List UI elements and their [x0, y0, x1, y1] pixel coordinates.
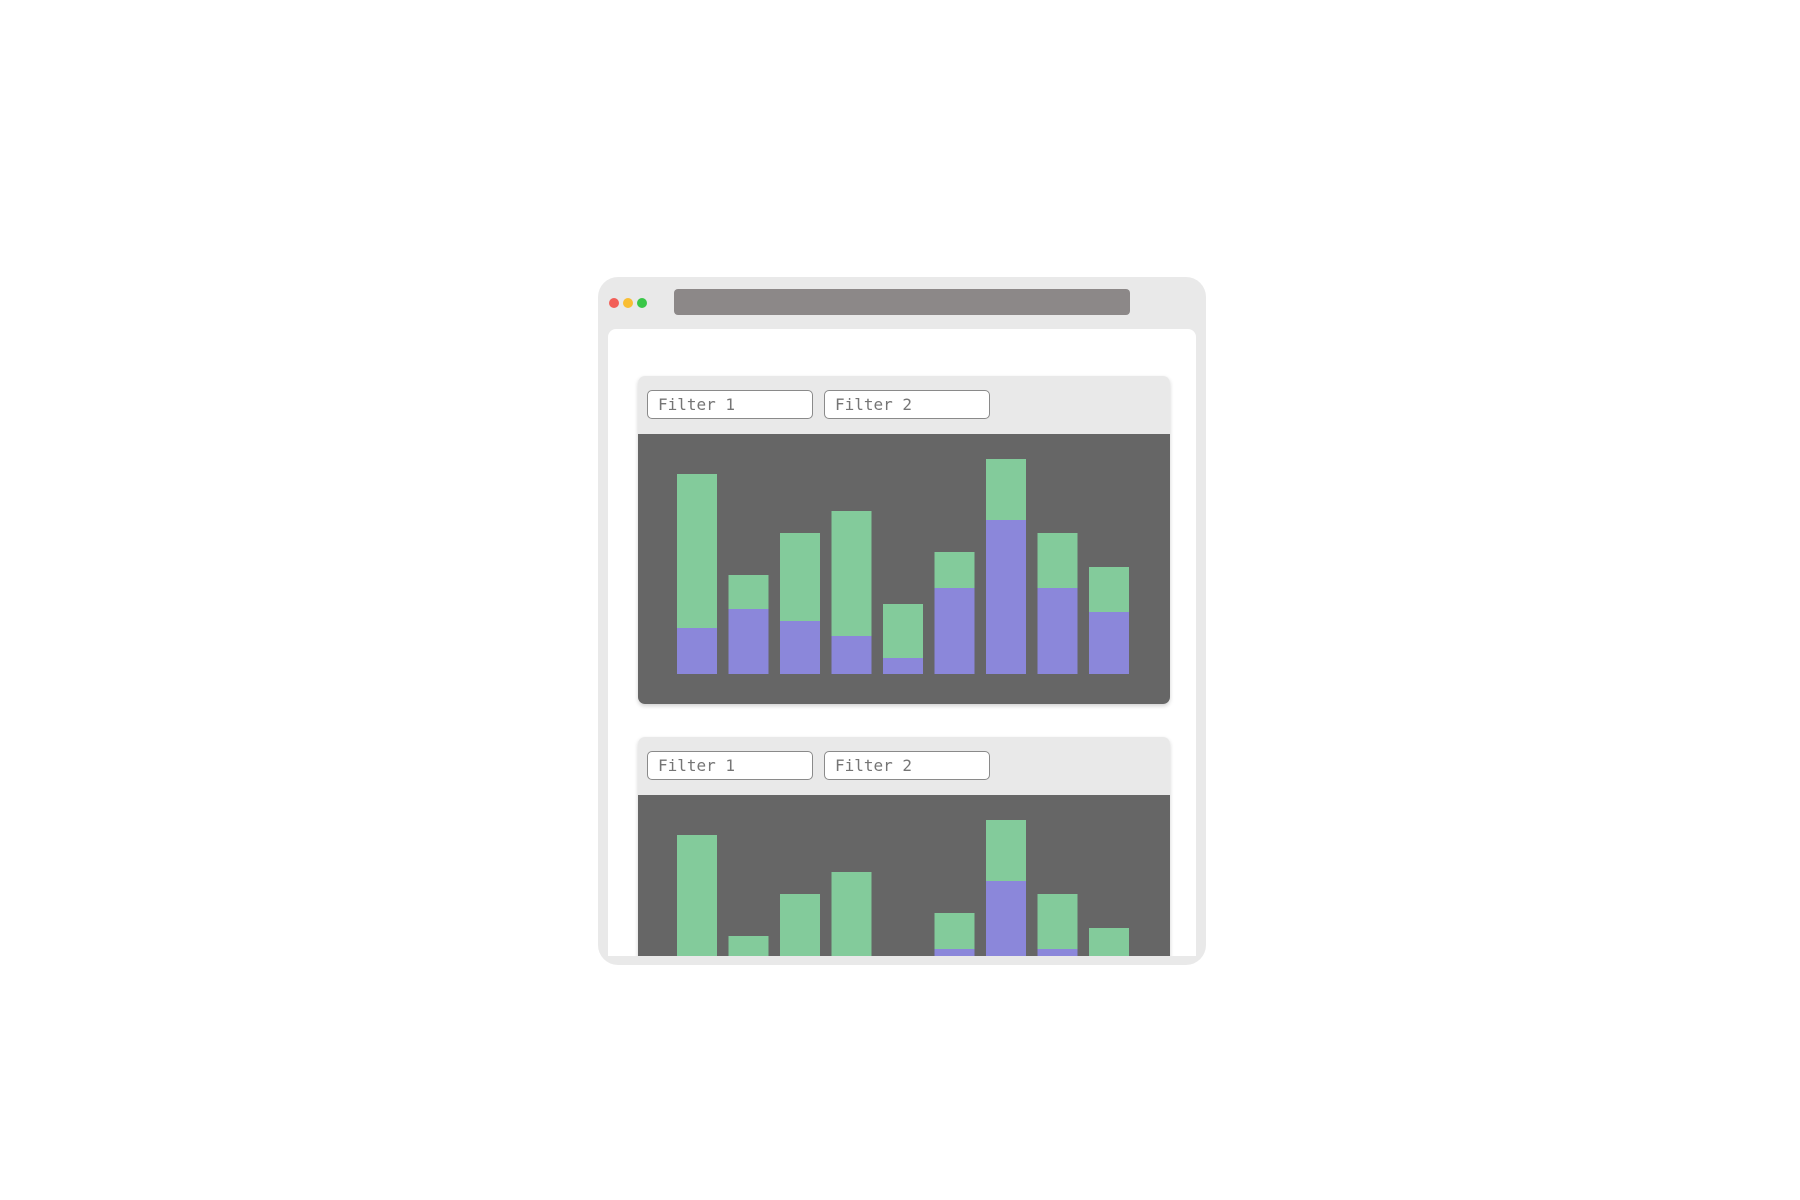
- bar-segment-top[interactable]: [986, 459, 1026, 520]
- bar-chart: [638, 434, 1170, 704]
- bar-segment-top[interactable]: [677, 474, 717, 628]
- page-viewport[interactable]: [608, 329, 1196, 956]
- filter-bar: [638, 737, 1170, 795]
- chart-panel: [638, 376, 1170, 704]
- bar-segment-bottom[interactable]: [1037, 588, 1078, 674]
- bar-segment-top[interactable]: [883, 604, 923, 658]
- bar-segment-bottom[interactable]: [934, 949, 975, 956]
- bar-segment-top[interactable]: [780, 894, 820, 956]
- bar-segment-top[interactable]: [986, 820, 1026, 881]
- bar-segment-top[interactable]: [1089, 567, 1129, 612]
- bar-segment-bottom[interactable]: [780, 621, 820, 674]
- chart-svg: [638, 434, 1170, 704]
- bar-segment-bottom[interactable]: [1037, 949, 1078, 956]
- bar-segment-bottom[interactable]: [831, 636, 872, 674]
- filter-bar: [638, 376, 1170, 434]
- bar-segment-top[interactable]: [1037, 533, 1078, 588]
- bar-segment-bottom[interactable]: [728, 609, 769, 674]
- bar-segment-top[interactable]: [1037, 894, 1078, 949]
- bar-segment-top[interactable]: [780, 533, 820, 621]
- bar-segment-top[interactable]: [831, 511, 872, 636]
- bar-segment-top[interactable]: [934, 913, 975, 949]
- filter-2-input[interactable]: [824, 751, 990, 780]
- filter-1-input[interactable]: [647, 390, 813, 419]
- bar-segment-top[interactable]: [831, 872, 872, 956]
- chart-panel: [638, 737, 1170, 956]
- bar-segment-bottom[interactable]: [1089, 612, 1129, 674]
- bar-segment-bottom[interactable]: [986, 520, 1026, 674]
- bar-segment-bottom[interactable]: [677, 628, 717, 674]
- bar-segment-bottom[interactable]: [986, 881, 1026, 956]
- address-bar[interactable]: [674, 289, 1130, 315]
- minimize-window-button[interactable]: [623, 298, 633, 308]
- maximize-window-button[interactable]: [637, 298, 647, 308]
- bar-segment-top[interactable]: [1089, 928, 1129, 956]
- filter-2-input[interactable]: [824, 390, 990, 419]
- bar-segment-top[interactable]: [677, 835, 717, 956]
- chart-svg: [638, 795, 1170, 956]
- bar-segment-top[interactable]: [728, 575, 769, 609]
- bar-segment-top[interactable]: [728, 936, 769, 956]
- bar-chart: [638, 795, 1170, 956]
- bar-segment-top[interactable]: [934, 552, 975, 588]
- chart-background: [638, 795, 1170, 956]
- close-window-button[interactable]: [609, 298, 619, 308]
- bar-segment-bottom[interactable]: [883, 658, 923, 674]
- filter-1-input[interactable]: [647, 751, 813, 780]
- bar-segment-bottom[interactable]: [934, 588, 975, 674]
- browser-window: [598, 277, 1206, 965]
